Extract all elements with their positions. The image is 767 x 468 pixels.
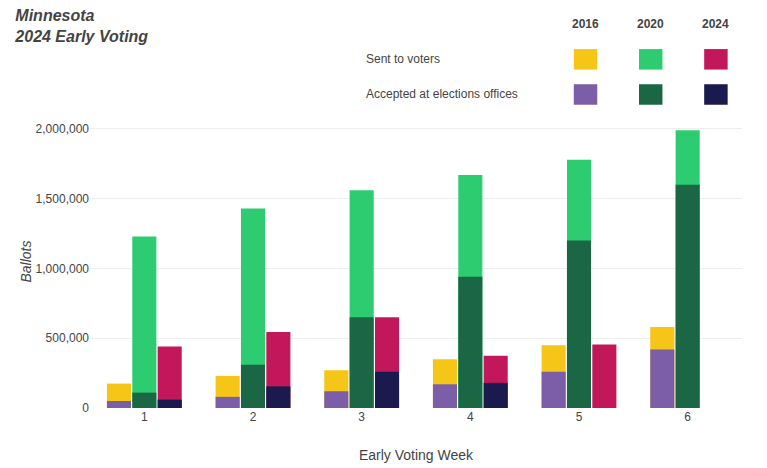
svg-text:500,000: 500,000 [46, 331, 90, 345]
svg-text:1,000,000: 1,000,000 [36, 262, 90, 276]
svg-text:2,000,000: 2,000,000 [36, 122, 90, 136]
svg-text:2: 2 [250, 410, 257, 424]
svg-text:5: 5 [576, 410, 583, 424]
svg-text:1: 1 [141, 410, 148, 424]
svg-text:2020: 2020 [637, 17, 664, 31]
svg-text:Minnesota2024 Early Voting: Minnesota2024 Early Voting [14, 7, 148, 45]
svg-text:6: 6 [684, 410, 691, 424]
svg-text:Accepted at elections offices: Accepted at elections offices [366, 87, 518, 101]
svg-text:4: 4 [467, 410, 474, 424]
svg-text:1,500,000: 1,500,000 [36, 192, 90, 206]
svg-text:3: 3 [358, 410, 365, 424]
svg-text:Sent to voters: Sent to voters [366, 52, 440, 66]
svg-text:0: 0 [82, 401, 89, 415]
svg-text:2024: 2024 [702, 17, 729, 31]
svg-text:Ballots: Ballots [18, 240, 34, 282]
svg-text:Early Voting Week: Early Voting Week [359, 447, 474, 463]
svg-text:2016: 2016 [572, 17, 599, 31]
